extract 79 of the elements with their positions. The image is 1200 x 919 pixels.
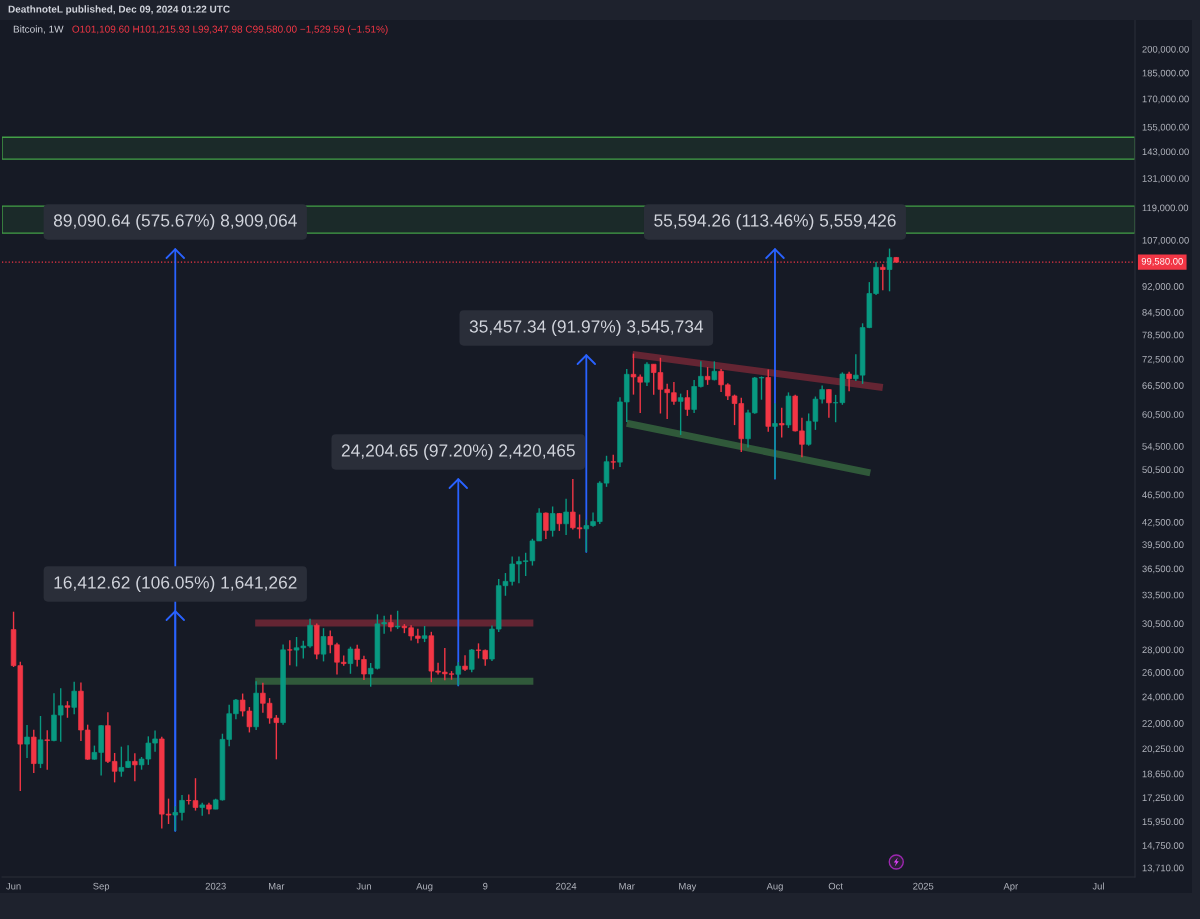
annotation: O101,109.60 H101,215.93 L99,347.98 C99,580.00 −1,529.59 (−1.51%) (72, 25, 388, 35)
y-tick-label: 13,710.00 (1142, 864, 1184, 873)
y-tick-label: 14,750.00 (1142, 842, 1184, 851)
candlestick (469, 648, 475, 673)
y-tick-label: 26,000.00 (1142, 669, 1184, 677)
y-tick-label: 143,000.00 (1142, 148, 1189, 157)
y-tick-label: 22,000.00 (1142, 720, 1184, 728)
y-tick-label: 46,500.00 (1142, 491, 1184, 500)
candlestick (677, 392, 684, 436)
y-tick-label: 54,500.00 (1142, 443, 1184, 451)
annotation: 24,204.65 (97.20%) 2,420,465 (341, 443, 575, 461)
x-tick-label: Jun (6, 882, 21, 890)
chart-subtitle: Bitcoin, 1W (13, 25, 64, 34)
y-tick-label: 33,500.00 (1142, 591, 1184, 600)
x-tick-label: Aug (766, 882, 783, 892)
y-tick-label: 185,000.00 (1142, 69, 1189, 78)
y-tick-label: 42,500.00 (1142, 518, 1184, 527)
y-tick-label: 72,500.00 (1142, 355, 1184, 364)
y-tick-label: 18,650.00 (1142, 770, 1184, 779)
candlestick (543, 511, 549, 540)
annotation: 35,457.34 (91.97%) 3,545,734 (469, 319, 704, 337)
y-tick-label: 107,000.00 (1142, 236, 1189, 245)
x-tick-label: Jul (1092, 882, 1104, 890)
annotation: 89,090.64 (575.67%) 8,909,064 (53, 213, 297, 231)
x-tick-label: Mar (619, 882, 635, 890)
y-tick-label: 170,000.00 (1142, 95, 1189, 104)
x-tick-label: Oct (828, 882, 843, 890)
y-tick-label: 28,000.00 (1142, 646, 1184, 655)
ref-line-label: 99,580.00 (1141, 257, 1183, 266)
candlestick (394, 610, 401, 630)
candlestick (826, 388, 832, 419)
x-tick-label: 2023 (205, 882, 226, 890)
candlestick (287, 639, 293, 666)
candlestick (549, 505, 556, 538)
y-tick-label: 92,000.00 (1142, 283, 1184, 291)
y-tick-label: 20,250.00 (1142, 745, 1184, 754)
x-tick-label: Sep (93, 882, 110, 892)
annotation: 16,412.62 (106.05%) 1,641,262 (54, 575, 297, 593)
y-tick-label: 119,000.00 (1142, 204, 1189, 213)
y-tick-label: 17,250.00 (1142, 794, 1184, 803)
y-tick-label: 155,000.00 (1142, 123, 1189, 132)
y-tick-label: 66,500.00 (1142, 382, 1184, 391)
y-tick-label: 15,950.00 (1142, 818, 1184, 827)
y-tick-label: 39,500.00 (1142, 541, 1184, 550)
x-tick-label: 2024 (556, 882, 577, 890)
candlestick (644, 361, 650, 387)
candlestick (684, 389, 691, 417)
x-tick-label: Aug (416, 882, 433, 892)
y-tick-label: 60,500.00 (1142, 411, 1184, 419)
x-tick-label: 9 (483, 882, 488, 890)
y-tick-label: 36,500.00 (1142, 565, 1184, 574)
candlestick (846, 371, 852, 392)
candlestick (37, 715, 44, 769)
x-tick-label: Mar (268, 882, 285, 890)
candlestick (132, 752, 138, 783)
candlestick (886, 247, 893, 293)
candlestick (388, 614, 394, 633)
chart-title: DeathnoteL published, Dec 09, 2024 01:22 UTC (8, 5, 230, 15)
candlestick (462, 654, 468, 672)
y-tick-label: 131,000.00 (1142, 175, 1189, 183)
x-tick-label: Apr (1003, 882, 1019, 892)
y-tick-label: 200,000.00 (1142, 45, 1189, 54)
candlestick (563, 498, 569, 536)
candlestick (71, 680, 77, 715)
candlestick (44, 729, 50, 771)
annotation: 55,594.26 (113.46%) 5,559,426 (654, 213, 896, 231)
candlestick (455, 661, 461, 687)
x-tick-label: 2025 (913, 882, 934, 890)
y-tick-label: 84,500.00 (1142, 309, 1184, 317)
candlestick (779, 407, 785, 439)
x-tick-label: May (679, 882, 697, 892)
candlestick (320, 627, 327, 663)
candlestick (24, 724, 30, 759)
y-tick-label: 24,000.00 (1142, 693, 1184, 702)
y-tick-label: 30,500.00 (1142, 620, 1184, 629)
y-tick-label: 50,500.00 (1142, 466, 1184, 475)
y-tick-label: 78,500.00 (1142, 331, 1184, 340)
candlestick (347, 645, 354, 675)
x-tick-label: Jun (356, 882, 371, 890)
